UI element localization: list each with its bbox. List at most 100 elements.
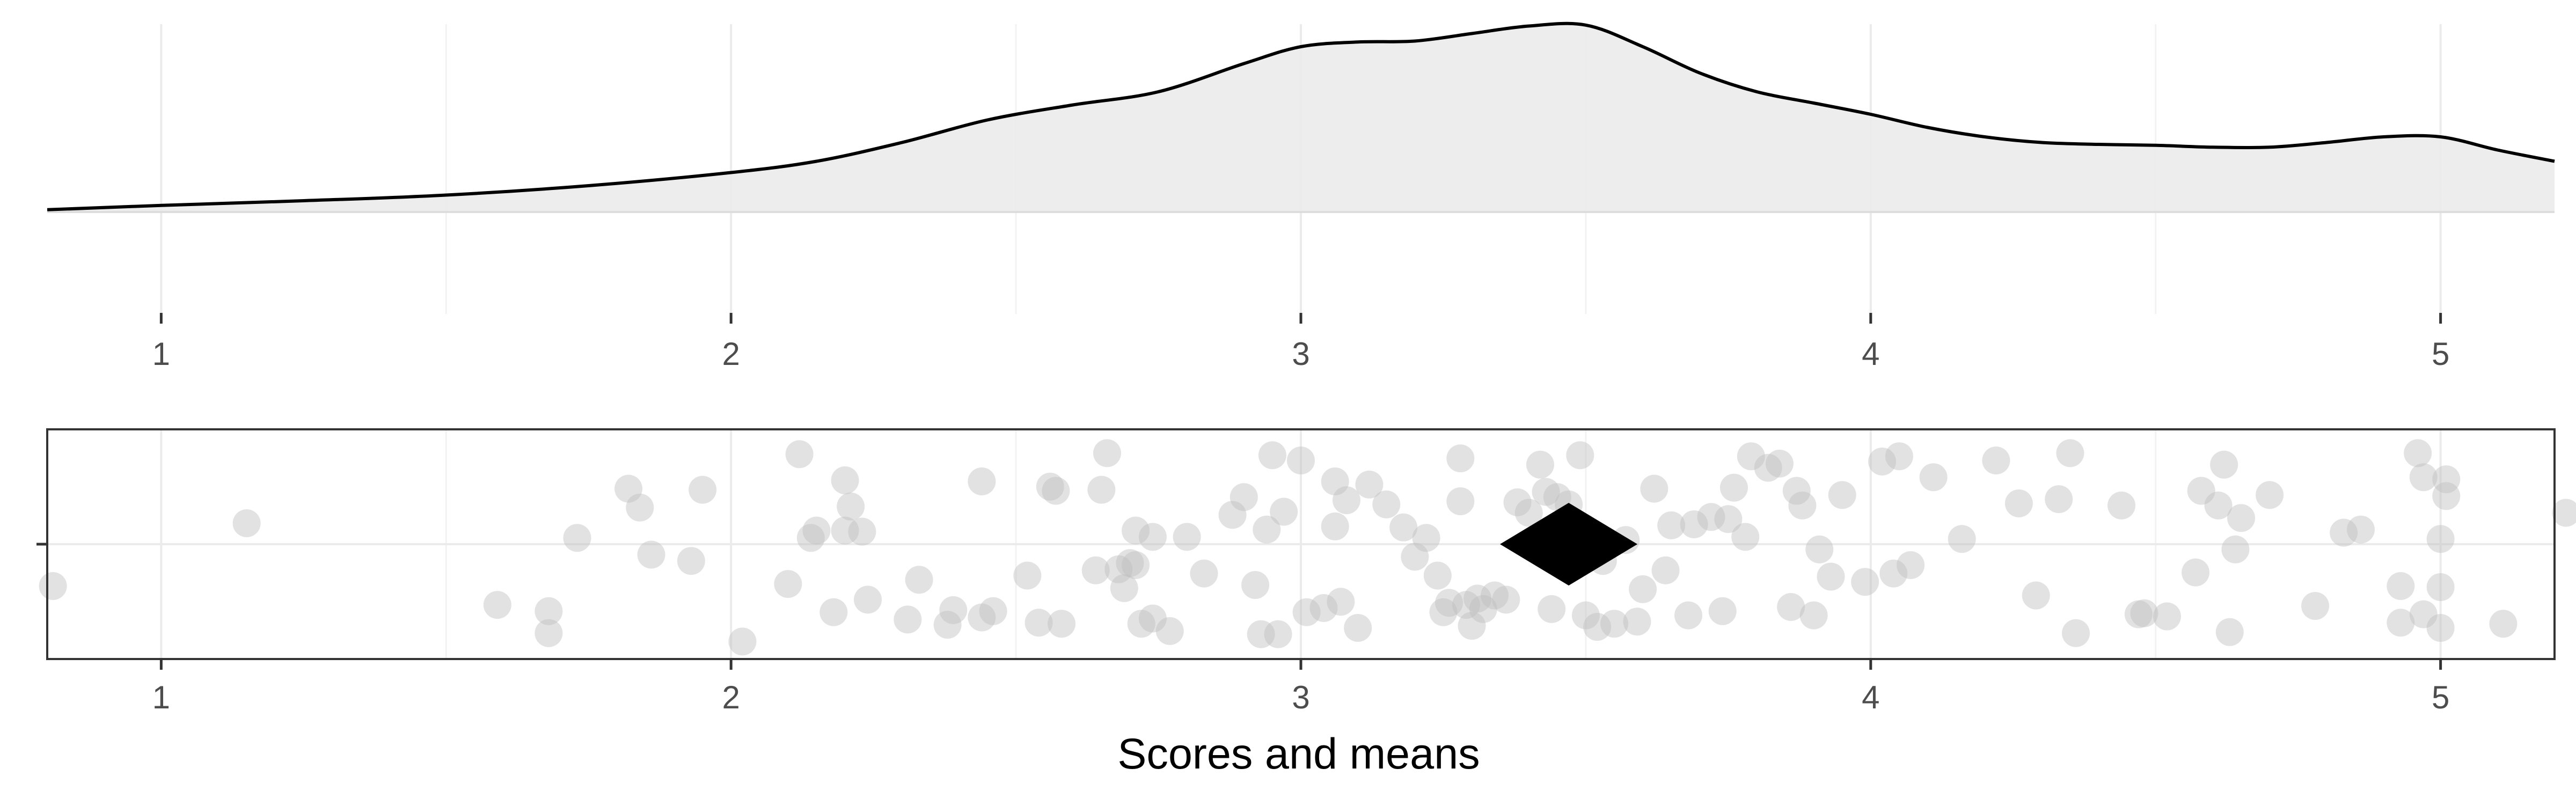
score-point [1218,501,1247,529]
score-point [535,619,563,647]
score-point [854,586,882,614]
score-point [1332,486,1360,515]
x-tick-label: 4 [1862,679,1879,715]
score-point [1799,601,1828,630]
score-point [535,597,563,625]
score-point [1651,556,1680,584]
score-point [774,570,802,598]
score-point [2432,465,2461,494]
score-point [2130,599,2158,627]
score-point [1719,473,1748,502]
x-axis-title: Scores and means [1117,730,1480,778]
score-point [1110,574,1138,602]
score-point [1024,609,1053,637]
score-point [1788,491,1817,519]
score-point [1680,510,1708,538]
score-point [1122,551,1150,579]
score-point [1190,559,1218,588]
score-point [2489,610,2518,638]
score-point [1321,512,1349,540]
score-point [1081,556,1110,584]
score-point [1828,481,1856,509]
score-point [1674,601,1703,630]
score-point [1543,483,1571,511]
score-point [2045,485,2073,514]
score-point [1463,584,1492,613]
score-point [1241,571,1270,599]
score-points [39,439,2576,656]
score-point [1087,475,1116,504]
score-point [1805,535,1834,564]
score-point [1389,513,1418,541]
score-point [1155,617,1184,645]
score-point [837,492,865,521]
score-point [2426,573,2455,601]
score-point [1309,594,1338,622]
score-point [1714,505,1743,533]
score-point [968,467,996,495]
score-point [1048,610,1076,638]
score-point [689,475,717,504]
score-point [894,605,922,634]
score-point [1452,591,1480,619]
density-panel: 1 2 3 4 5 [47,21,2555,372]
score-point [831,466,859,495]
score-point [2215,618,2244,646]
score-point [1571,601,1600,630]
score-point [2004,489,2033,517]
score-point [1355,470,1384,499]
score-point [1503,488,1532,516]
score-point [1270,497,1298,526]
score-point [1492,586,1520,614]
score-point [2187,477,2215,505]
mean-diamond [1500,503,1638,586]
score-point [1885,442,1913,471]
score-point [1782,477,1811,505]
score-point [2552,499,2576,527]
score-point [1566,441,1594,470]
score-point [2404,439,2432,467]
score-point [1287,447,1315,474]
score-point [1469,595,1497,623]
score-point [1138,604,1167,633]
score-point [1458,612,1486,640]
score-point [905,566,933,594]
x-tick-label: 5 [2432,336,2449,372]
score-point [1600,610,1628,638]
score-point [2204,491,2233,519]
score-point [1765,449,1794,478]
score-point [563,524,591,552]
score-point [968,603,996,632]
score-point [1104,555,1133,583]
score-point [1429,598,1458,626]
score-point [1423,561,1452,590]
score-point [2432,482,2461,510]
score-point [1401,543,1429,571]
score-point [1897,551,1925,579]
score-point [2346,515,2375,544]
score-point [2182,558,2210,587]
score-point [728,627,757,656]
score-point [819,598,848,626]
score-point [939,596,968,624]
score-point [1629,575,1657,603]
score-point [2330,518,2358,547]
score-point [1879,559,1908,588]
score-point [2153,602,2181,631]
x-tick-label: 2 [722,679,740,715]
x-tick-label: 3 [1292,679,1309,715]
score-point [1122,516,1150,545]
score-point [1446,487,1475,516]
score-point [979,597,1007,625]
score-point [677,547,705,575]
score-point [2387,572,2415,600]
score-point [831,516,859,545]
score-point [1036,472,1064,501]
score-point [2056,439,2084,467]
jitter-panel: 1 2 3 4 5 [36,428,2576,715]
jitter-x-axis: 1 2 3 4 5 [152,659,2449,715]
score-point [1708,597,1737,625]
score-point [1851,568,1879,596]
score-point [232,509,261,537]
